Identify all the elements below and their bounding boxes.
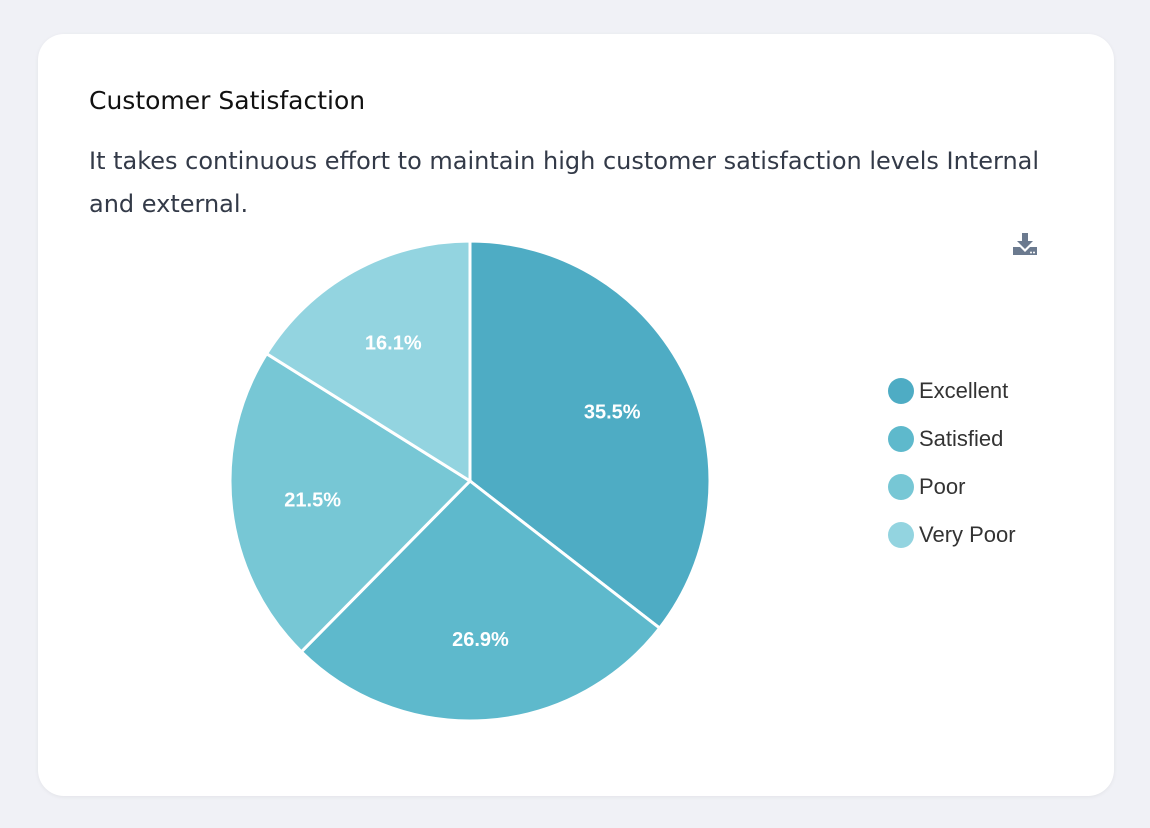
pie-slice-excellent[interactable] (468, 239, 712, 631)
legend-marker (888, 378, 914, 404)
legend-item[interactable]: Satisfied (888, 415, 1016, 463)
legend-marker (888, 522, 914, 548)
pie-slice-satisfied[interactable] (299, 478, 662, 723)
data-label: 26.9% (452, 629, 509, 651)
legend-item[interactable]: Excellent (888, 367, 1016, 415)
legend-item[interactable]: Very Poor (888, 511, 1016, 559)
data-label: 35.5% (584, 401, 641, 423)
legend-label: Excellent (919, 378, 1009, 403)
download-icon (1013, 233, 1037, 255)
legend-marker (888, 474, 914, 500)
legend-marker (888, 426, 914, 452)
legend-item[interactable]: Poor (888, 463, 1016, 511)
legend-label: Very Poor (919, 522, 1016, 547)
chart-title: Customer Satisfaction (89, 86, 366, 115)
pie-slice-poor[interactable] (228, 351, 473, 654)
data-label: 16.1% (365, 332, 422, 354)
data-label: 21.5% (284, 489, 341, 511)
legend: Excellent Satisfied Poor Very Poor (888, 367, 1016, 559)
download-button[interactable] (1012, 231, 1038, 261)
pie-slice-very-poor[interactable] (264, 239, 472, 484)
legend-label: Poor (919, 474, 966, 499)
legend-label: Satisfied (919, 426, 1004, 451)
chart-subtitle: It takes continuous effort to maintain h… (89, 147, 1040, 218)
